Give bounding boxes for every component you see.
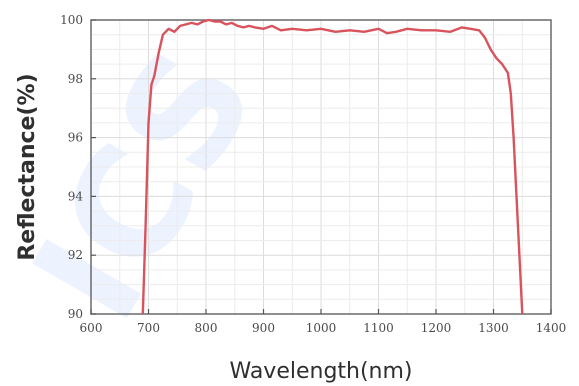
x-tick-label: 700 [137, 321, 160, 335]
x-tick-label: 900 [252, 321, 275, 335]
x-tick-label: 1200 [421, 321, 452, 335]
y-tick-label: 96 [68, 131, 83, 145]
tick-labels: 600 700 800 900 1000 1100 1200 1300 1400 90 92 94 96… [60, 13, 566, 335]
x-tick-label: 1400 [536, 321, 567, 335]
axis-ticks [90, 19, 552, 315]
x-tick-label: 600 [80, 321, 103, 335]
x-tick-label: 1100 [363, 321, 394, 335]
y-tick-label: 92 [68, 248, 83, 262]
y-tick-label: 98 [68, 72, 83, 86]
y-tick-label: 90 [68, 307, 83, 321]
x-tick-label: 1300 [478, 321, 509, 335]
x-tick-label: 800 [195, 321, 218, 335]
grid [91, 20, 551, 314]
y-tick-label: 94 [68, 189, 84, 203]
y-axis-label: Reflectance(%) [15, 73, 40, 260]
y-tick-label: 100 [60, 13, 83, 27]
series-line [141, 18, 524, 315]
x-axis-label: Wavelength(nm) [229, 359, 412, 384]
x-tick-label: 1000 [306, 321, 337, 335]
